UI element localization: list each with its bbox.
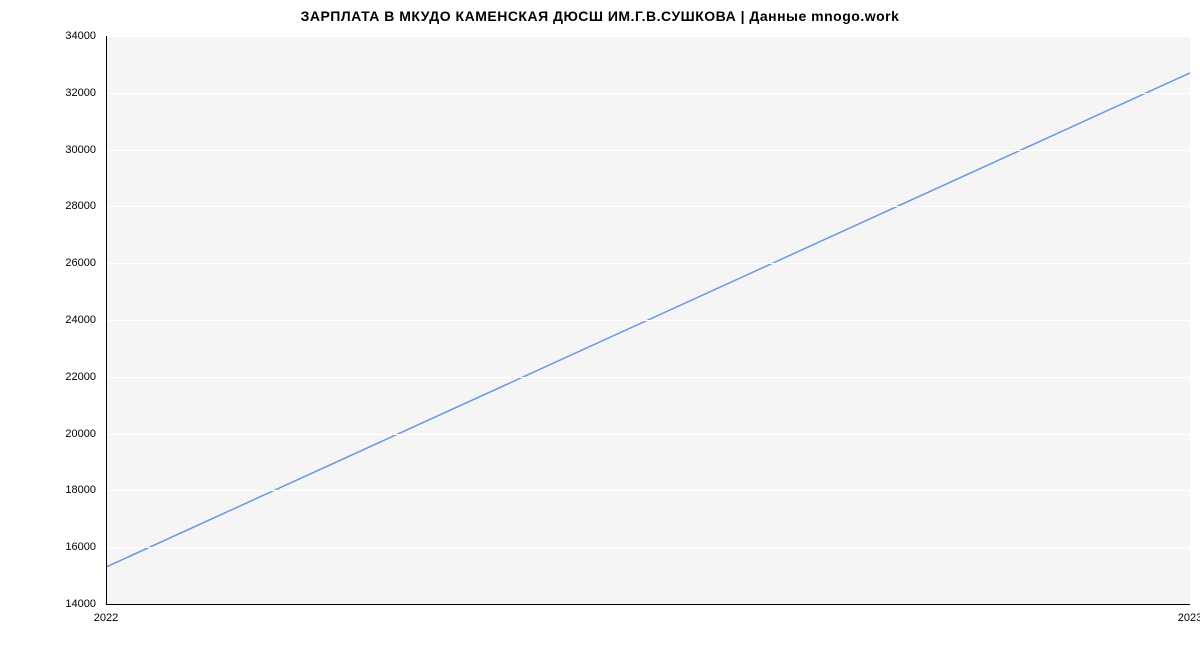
gridline (106, 263, 1190, 264)
plot-area (106, 36, 1190, 604)
ytick-label: 26000 (0, 257, 96, 269)
ytick-label: 20000 (0, 428, 96, 440)
chart-container: ЗАРПЛАТА В МКУДО КАМЕНСКАЯ ДЮСШ ИМ.Г.В.С… (0, 0, 1200, 650)
gridline (106, 150, 1190, 151)
axis-bottom (106, 604, 1190, 605)
chart-title: ЗАРПЛАТА В МКУДО КАМЕНСКАЯ ДЮСШ ИМ.Г.В.С… (0, 8, 1200, 24)
ytick-label: 24000 (0, 314, 96, 326)
xtick-label: 2022 (94, 612, 118, 624)
ytick-label: 22000 (0, 371, 96, 383)
ytick-label: 28000 (0, 200, 96, 212)
ytick-label: 32000 (0, 87, 96, 99)
gridline (106, 93, 1190, 94)
ytick-label: 30000 (0, 144, 96, 156)
ytick-label: 18000 (0, 484, 96, 496)
gridline (106, 490, 1190, 491)
gridline (106, 206, 1190, 207)
ytick-label: 14000 (0, 598, 96, 610)
gridline (106, 36, 1190, 37)
ytick-label: 16000 (0, 541, 96, 553)
gridline (106, 547, 1190, 548)
axis-left (106, 36, 107, 604)
gridline (106, 320, 1190, 321)
ytick-label: 34000 (0, 30, 96, 42)
gridline (106, 377, 1190, 378)
xtick-label: 2023 (1178, 612, 1200, 624)
gridline (106, 434, 1190, 435)
